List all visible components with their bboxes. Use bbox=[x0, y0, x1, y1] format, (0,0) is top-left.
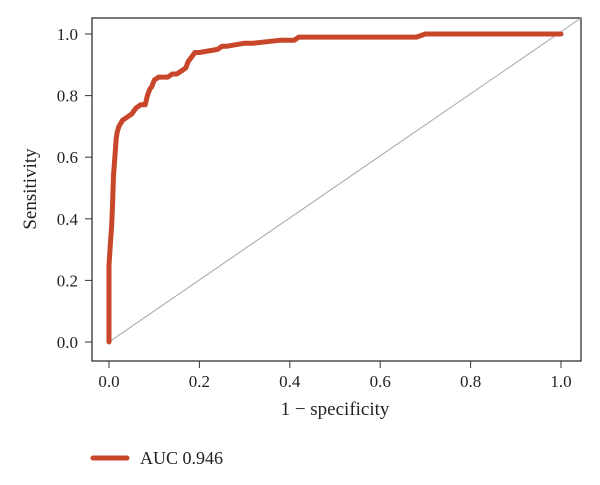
y-tick-label: 0.0 bbox=[57, 333, 78, 352]
x-tick-label: 0.0 bbox=[98, 372, 119, 391]
roc-curve bbox=[106, 31, 564, 345]
x-tick-label: 0.2 bbox=[189, 372, 210, 391]
y-axis-label: Sensitivity bbox=[20, 148, 41, 230]
legend-label: AUC 0.946 bbox=[140, 448, 223, 468]
reference-diagonal-line bbox=[108, 17, 582, 343]
y-axis: 0.0 0.2 0.4 0.6 0.8 1.0 bbox=[57, 25, 92, 352]
legend: AUC 0.946 bbox=[90, 448, 223, 468]
y-tick-label: 0.6 bbox=[57, 148, 78, 167]
y-tick-label: 0.8 bbox=[57, 87, 78, 106]
x-axis-label: 1 − specificity bbox=[281, 399, 390, 420]
x-tick-label: 0.4 bbox=[279, 372, 301, 391]
x-axis: 0.0 0.2 0.4 0.6 0.8 1.0 bbox=[98, 361, 572, 391]
plot-frame bbox=[91, 17, 582, 362]
y-tick-label: 0.2 bbox=[57, 271, 78, 290]
y-tick-label: 1.0 bbox=[57, 25, 78, 44]
x-tick-label: 0.8 bbox=[460, 372, 481, 391]
x-tick-label: 0.6 bbox=[370, 372, 391, 391]
x-tick-label: 1.0 bbox=[550, 372, 571, 391]
y-tick-label: 0.4 bbox=[57, 210, 79, 229]
